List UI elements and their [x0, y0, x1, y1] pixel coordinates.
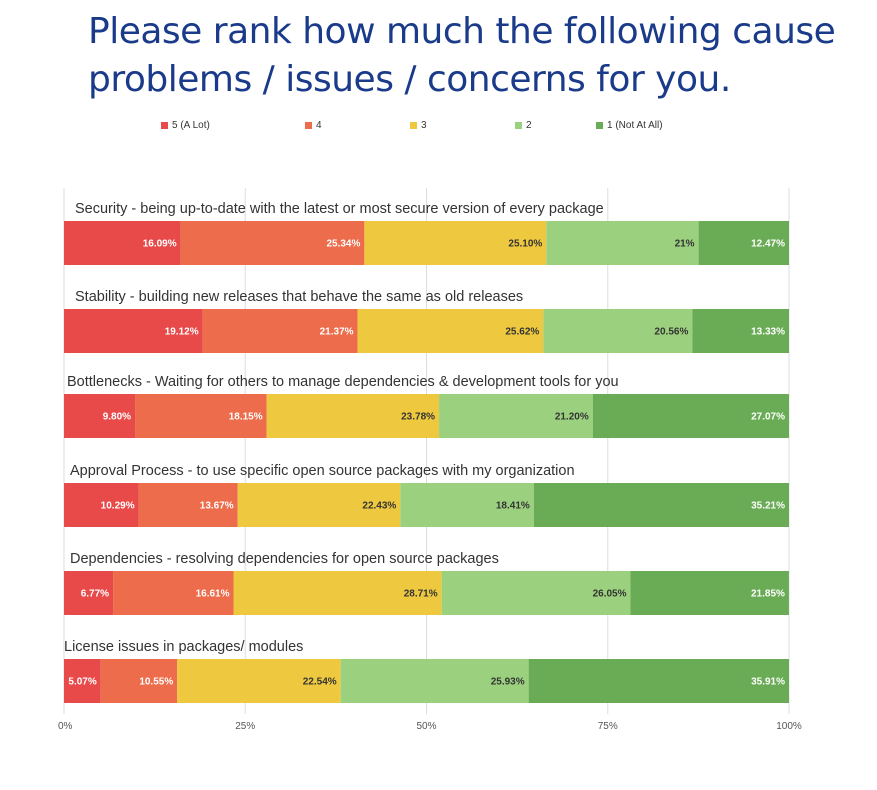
legend-swatch — [515, 122, 522, 129]
legend-item: 3 — [410, 120, 427, 131]
bar-segment — [64, 483, 139, 527]
category-label: Security - being up-to-date with the lat… — [75, 201, 604, 217]
x-tick-label: 25% — [235, 721, 255, 732]
data-label: 23.78% — [401, 412, 435, 423]
bar-segment — [266, 394, 440, 438]
chart-title-line-2: problems / issues / concerns for you. — [88, 59, 731, 100]
legend-label: 1 (Not At All) — [607, 120, 663, 131]
bar-segment — [543, 309, 693, 353]
bar-segment — [64, 394, 136, 438]
bar-segment — [692, 309, 789, 353]
data-label: 21.85% — [751, 589, 785, 600]
chart-title: Please rank how much the following cause… — [88, 8, 848, 104]
bar-segment — [441, 571, 631, 615]
bar-segment — [100, 659, 178, 703]
data-label: 5.07% — [68, 677, 96, 688]
data-label: 25.10% — [508, 239, 542, 250]
bar-segment — [177, 659, 341, 703]
bar-segment — [138, 483, 238, 527]
bar-segment — [135, 394, 267, 438]
chart-legend: 5 (A Lot) 4 3 2 1 (Not At All) — [0, 120, 877, 136]
bar-segment — [64, 309, 203, 353]
data-label: 16.61% — [196, 589, 230, 600]
data-label: 22.54% — [303, 677, 337, 688]
data-label: 10.55% — [139, 677, 173, 688]
legend-swatch — [161, 122, 168, 129]
data-label: 10.29% — [101, 501, 135, 512]
bar-segment — [592, 394, 789, 438]
bar-segment — [233, 571, 442, 615]
data-label: 13.67% — [200, 501, 234, 512]
bar-segment — [202, 309, 358, 353]
bar-segment — [64, 221, 181, 265]
bar-segment — [64, 571, 114, 615]
legend-item: 1 (Not At All) — [596, 120, 663, 131]
data-label: 35.21% — [751, 501, 785, 512]
bar-segment — [340, 659, 529, 703]
bar-segment — [533, 483, 789, 527]
data-label: 35.91% — [751, 677, 785, 688]
bar-segment — [546, 221, 699, 265]
bar-segment — [357, 309, 544, 353]
legend-item: 4 — [305, 120, 322, 131]
data-label: 13.33% — [751, 327, 785, 338]
bar-segment — [180, 221, 365, 265]
data-label: 9.80% — [103, 412, 131, 423]
data-label: 16.09% — [143, 239, 177, 250]
bar-segment — [439, 394, 593, 438]
x-tick-label: 75% — [598, 721, 618, 732]
data-label: 21% — [675, 239, 695, 250]
data-label: 26.05% — [593, 589, 627, 600]
x-tick-label: 50% — [416, 721, 436, 732]
bar-segment — [630, 571, 789, 615]
legend-swatch — [305, 122, 312, 129]
category-label: Approval Process - to use specific open … — [70, 463, 575, 479]
bar-segment — [364, 221, 547, 265]
data-label: 18.41% — [496, 501, 530, 512]
legend-swatch — [596, 122, 603, 129]
bar-segment — [64, 659, 101, 703]
data-label: 20.56% — [654, 327, 688, 338]
data-label: 12.47% — [751, 239, 785, 250]
data-label: 25.93% — [491, 677, 525, 688]
bar-segment — [698, 221, 789, 265]
data-label: 22.43% — [362, 501, 396, 512]
legend-swatch — [410, 122, 417, 129]
category-label: Dependencies - resolving dependencies fo… — [70, 551, 499, 567]
data-label: 19.12% — [165, 327, 199, 338]
data-label: 25.62% — [505, 327, 539, 338]
legend-label: 4 — [316, 120, 322, 131]
category-label: License issues in packages/ modules — [64, 639, 303, 655]
data-label: 28.71% — [404, 589, 438, 600]
bar-segment — [113, 571, 234, 615]
x-tick-label: 100% — [776, 721, 802, 732]
legend-label: 3 — [421, 120, 427, 131]
data-label: 18.15% — [229, 412, 263, 423]
data-label: 25.34% — [326, 239, 360, 250]
bar-segment — [237, 483, 401, 527]
bar-segment — [400, 483, 534, 527]
data-label: 21.20% — [555, 412, 589, 423]
chart-title-line-1: Please rank how much the following cause — [88, 11, 836, 52]
legend-label: 5 (A Lot) — [172, 120, 210, 131]
bar-segment — [528, 659, 789, 703]
category-label: Stability - building new releases that b… — [75, 289, 523, 305]
category-label: Bottlenecks - Waiting for others to mana… — [67, 374, 619, 390]
data-label: 6.77% — [81, 589, 109, 600]
legend-item: 2 — [515, 120, 532, 131]
legend-item: 5 (A Lot) — [161, 120, 210, 131]
legend-label: 2 — [526, 120, 532, 131]
x-tick-label: 0% — [58, 721, 73, 732]
data-label: 21.37% — [320, 327, 354, 338]
data-label: 27.07% — [751, 412, 785, 423]
